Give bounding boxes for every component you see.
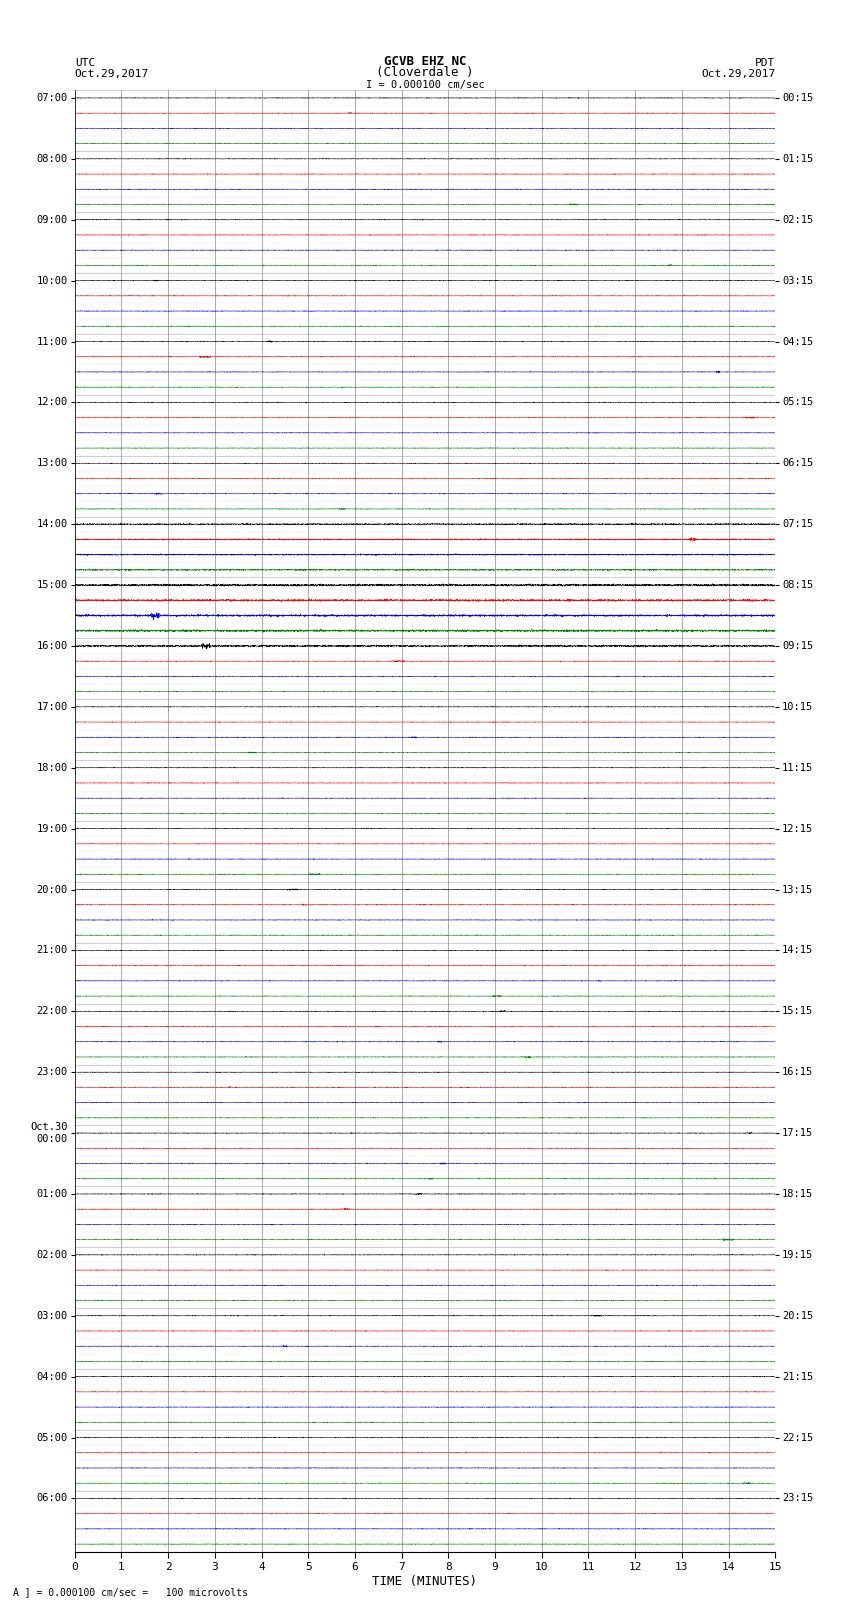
- X-axis label: TIME (MINUTES): TIME (MINUTES): [372, 1574, 478, 1587]
- Text: (Cloverdale ): (Cloverdale ): [377, 66, 473, 79]
- Text: UTC: UTC: [75, 58, 95, 68]
- Text: GCVB EHZ NC: GCVB EHZ NC: [383, 55, 467, 68]
- Text: Oct.29,2017: Oct.29,2017: [75, 69, 149, 79]
- Text: I = 0.000100 cm/sec: I = 0.000100 cm/sec: [366, 79, 484, 90]
- Text: Oct.29,2017: Oct.29,2017: [701, 69, 775, 79]
- Text: A ] = 0.000100 cm/sec =   100 microvolts: A ] = 0.000100 cm/sec = 100 microvolts: [13, 1587, 247, 1597]
- Text: PDT: PDT: [755, 58, 775, 68]
